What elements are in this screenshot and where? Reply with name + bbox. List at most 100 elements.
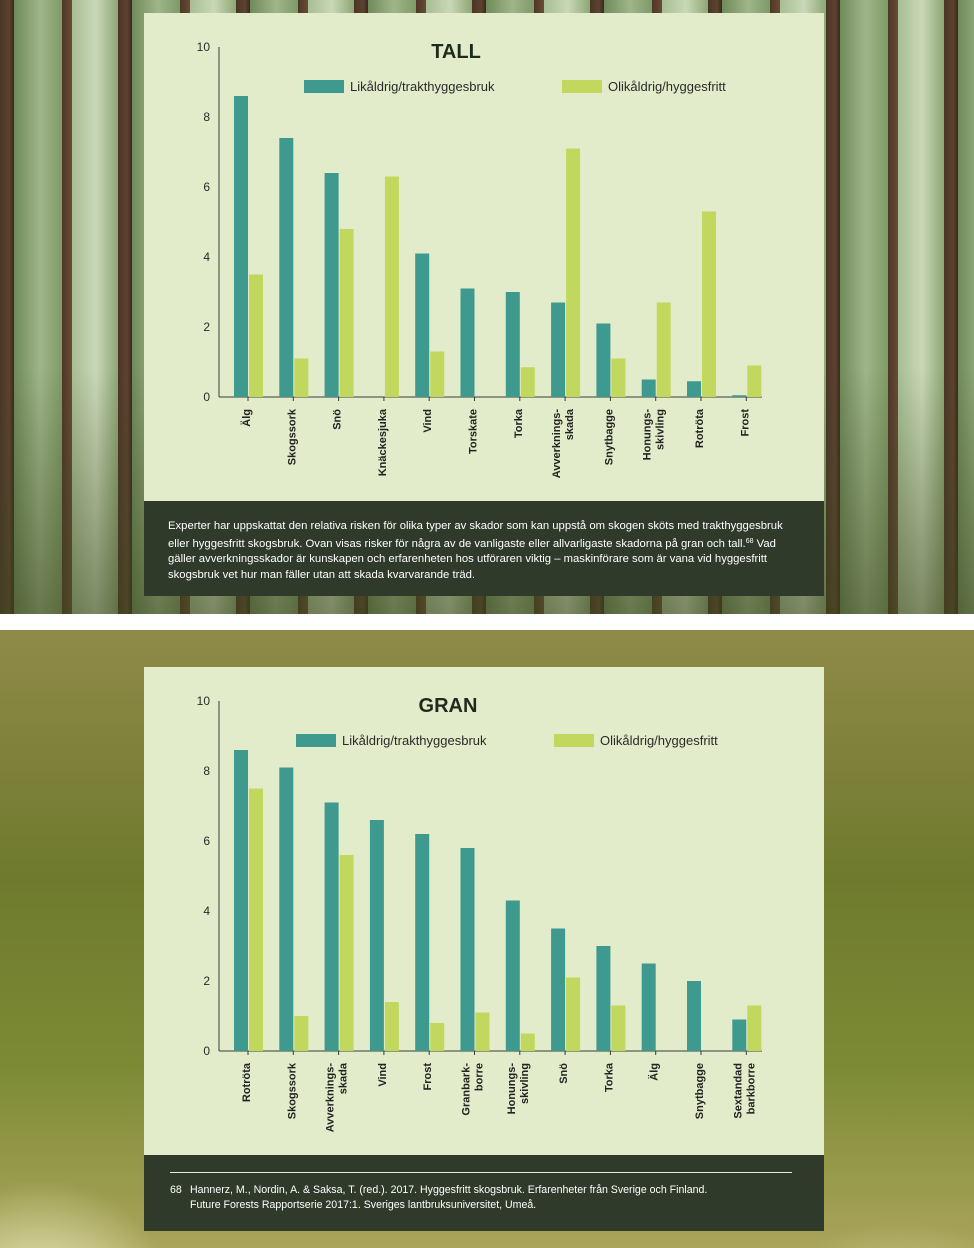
- bar-olikaldrig: [566, 977, 581, 1051]
- tall-chart: TALL Likåldrig/trakthyggesbruk Olikåldrig/…: [197, 40, 762, 478]
- x-tick-label: Snytbagge: [603, 409, 615, 465]
- bar-likaldrig: [460, 288, 475, 397]
- chart-title: GRAN: [419, 695, 478, 717]
- bar-olikaldrig: [611, 358, 626, 397]
- chart-panel-gran: GRAN Likåldrig/trakthyggesbruk Olikåldrig/…: [144, 667, 824, 1155]
- bar-olikaldrig: [339, 229, 354, 397]
- footnote-number: 68: [170, 1184, 182, 1196]
- y-tick-label: 2: [203, 974, 210, 988]
- gran-chart: GRAN Likåldrig/trakthyggesbruk Olikåldrig/…: [197, 694, 762, 1132]
- bar-olikaldrig: [249, 274, 263, 397]
- x-tick-label: Honungs-skivling: [506, 1063, 531, 1115]
- y-tick-label: 4: [203, 250, 210, 264]
- y-tick-label: 0: [203, 390, 210, 404]
- x-tick-label: Vind: [422, 409, 434, 433]
- legend-swatch-2: [562, 80, 602, 93]
- bar-olikaldrig: [384, 1002, 399, 1051]
- legend-label-2: Olikåldrig/hyggesfritt: [608, 79, 726, 94]
- y-tick-label: 8: [203, 110, 210, 124]
- x-tick-label: Frost: [739, 409, 751, 437]
- bar-likaldrig: [505, 292, 520, 397]
- bar-olikaldrig: [430, 1023, 445, 1051]
- y-tick-label: 6: [203, 834, 210, 848]
- legend-swatch-1: [304, 80, 344, 93]
- bar-olikaldrig: [702, 211, 716, 397]
- chart-title: TALL: [431, 41, 481, 63]
- bar-olikaldrig: [520, 367, 535, 397]
- bar-likaldrig: [732, 1019, 747, 1051]
- x-tick-label: Rotröta: [694, 408, 706, 448]
- x-tick-label: Rotröta: [241, 1062, 253, 1102]
- x-tick-label: Avverknings-skada: [551, 408, 576, 478]
- footnote-divider: [170, 1172, 792, 1173]
- x-tick-label: Torka: [603, 1062, 615, 1092]
- legend-label-1: Likåldrig/trakthyggesbruk: [350, 79, 495, 94]
- chart-panel-tall: TALL Likåldrig/trakthyggesbruk Olikåldrig/…: [144, 13, 824, 501]
- legend-swatch-2: [554, 734, 594, 747]
- bar-likaldrig: [596, 946, 611, 1051]
- caption-text: Experter har uppskattat den relativa ris…: [168, 520, 783, 551]
- x-tick-label: Honungs-skivling: [642, 409, 667, 461]
- bar-likaldrig: [596, 323, 611, 397]
- bar-olikaldrig: [249, 788, 263, 1051]
- bar-likaldrig: [505, 900, 520, 1051]
- chart-caption: Experter har uppskattat den relativa ris…: [144, 501, 824, 596]
- y-tick-label: 2: [203, 320, 210, 334]
- caption-text-continued: Vad gäller avverkningsskador är kunskape…: [168, 538, 776, 581]
- bar-olikaldrig: [430, 351, 445, 397]
- bar-olikaldrig: [475, 1012, 490, 1051]
- legend-label-2: Olikåldrig/hyggesfritt: [600, 733, 718, 748]
- bar-olikaldrig: [384, 176, 399, 397]
- bar-likaldrig: [641, 963, 656, 1051]
- bar-likaldrig: [551, 302, 566, 397]
- bar-likaldrig: [415, 253, 430, 397]
- x-tick-label: Snytbagge: [694, 1063, 706, 1119]
- x-tick-label: Granbark-borre: [461, 1063, 486, 1116]
- bar-likaldrig: [279, 138, 294, 397]
- bar-likaldrig: [279, 767, 294, 1051]
- y-tick-label: 8: [203, 764, 210, 778]
- bar-likaldrig: [234, 750, 248, 1051]
- footnote-line-2: Future Forests Rapportserie 2017:1. Sver…: [190, 1199, 537, 1211]
- bar-likaldrig: [369, 820, 384, 1051]
- x-tick-label: Vind: [377, 1063, 389, 1087]
- x-tick-label: Torskate: [468, 409, 480, 454]
- bar-likaldrig: [324, 802, 339, 1051]
- bar-likaldrig: [234, 96, 248, 397]
- footnote-line-1: Hannerz, M., Nordin, A. & Saksa, T. (red…: [190, 1184, 708, 1196]
- bar-olikaldrig: [339, 855, 354, 1051]
- bar-likaldrig: [460, 848, 475, 1051]
- x-tick-label: Snö: [332, 409, 344, 430]
- bar-likaldrig: [324, 173, 339, 397]
- x-tick-label: Frost: [422, 1063, 434, 1091]
- bar-olikaldrig: [747, 365, 762, 397]
- caption-reference: 68: [745, 538, 754, 546]
- footnote-box: 68 Hannerz, M., Nordin, A. & Saksa, T. (…: [144, 1155, 824, 1231]
- bar-likaldrig: [551, 928, 566, 1051]
- x-tick-label: Snö: [558, 1063, 570, 1084]
- bar-likaldrig: [415, 834, 430, 1051]
- x-tick-label: Avverknings-skada: [325, 1062, 350, 1132]
- x-tick-label: Älg: [648, 1063, 661, 1081]
- bar-likaldrig: [687, 381, 701, 397]
- bar-olikaldrig: [294, 1016, 309, 1051]
- bar-olikaldrig: [656, 302, 671, 397]
- y-tick-label: 0: [203, 1044, 210, 1058]
- legend-swatch-1: [296, 734, 336, 747]
- x-tick-label: Älg: [240, 409, 253, 427]
- footnote-text: Hannerz, M., Nordin, A. & Saksa, T. (red…: [190, 1183, 790, 1213]
- bar-olikaldrig: [611, 1005, 626, 1051]
- x-tick-label: Skogssork: [286, 408, 298, 465]
- bar-olikaldrig: [520, 1033, 535, 1051]
- bar-olikaldrig: [294, 358, 309, 397]
- y-tick-label: 4: [203, 904, 210, 918]
- page-separator: [0, 614, 974, 630]
- y-tick-label: 6: [203, 180, 210, 194]
- legend-label-1: Likåldrig/trakthyggesbruk: [342, 733, 487, 748]
- x-tick-label: Sextandadbarkborre: [732, 1063, 757, 1119]
- x-tick-label: Torka: [513, 408, 525, 438]
- y-tick-label: 10: [197, 694, 211, 708]
- bar-likaldrig: [687, 981, 701, 1051]
- bar-likaldrig: [641, 379, 656, 397]
- x-tick-label: Knäckesjuka: [377, 408, 389, 476]
